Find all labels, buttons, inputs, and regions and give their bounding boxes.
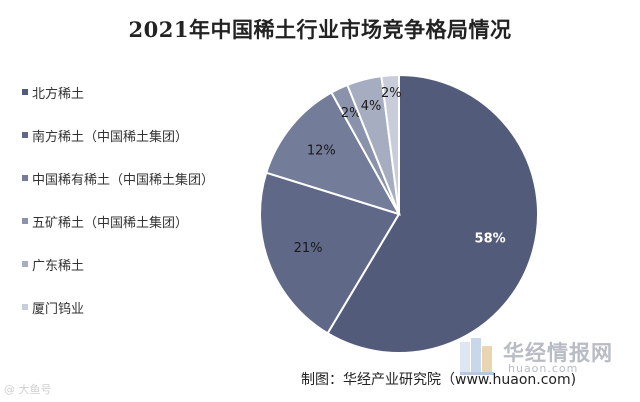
pie-data-label: 2% xyxy=(381,86,402,101)
chart-source-credit: 制图：华经产业研究院（www.huaon.com) xyxy=(301,372,577,388)
pie-data-label: 58% xyxy=(475,232,506,247)
brand-url: huaon.com xyxy=(508,362,579,375)
legend-swatch xyxy=(22,175,28,181)
pie-slice xyxy=(265,91,402,216)
legend-label: 五矿稀土（中国稀土集团） xyxy=(32,215,189,231)
pie-slice xyxy=(326,73,539,354)
pie-slice xyxy=(380,73,400,215)
pie-data-label: 12% xyxy=(307,143,336,158)
huaon-logo-icon xyxy=(460,338,494,375)
legend-swatch xyxy=(22,89,28,95)
pie-slice xyxy=(259,171,401,335)
legend-label: 厦门钨业 xyxy=(32,301,85,317)
platform-watermark: @ 大鱼号 xyxy=(4,383,52,396)
legend-item: 南方稀土（中国稀土集团） xyxy=(22,125,188,145)
legend-swatch xyxy=(22,132,28,138)
legend-item: 广东稀土 xyxy=(22,254,84,274)
legend-label: 北方稀土 xyxy=(32,86,85,102)
legend-label: 中国稀有稀土（中国稀土集团） xyxy=(32,172,215,188)
legend-label: 广东稀土 xyxy=(32,258,85,274)
legend-swatch xyxy=(22,261,28,267)
legend-item: 五矿稀土（中国稀土集团） xyxy=(22,211,188,231)
pie-data-label: 21% xyxy=(294,241,323,256)
legend-label: 南方稀土（中国稀土集团） xyxy=(32,129,189,145)
pie-data-label: 4% xyxy=(361,99,382,114)
brand-name: 华经情报网 xyxy=(503,341,613,365)
legend-item: 北方稀土 xyxy=(22,82,84,102)
chart-title: 2021年中国稀土行业市场竞争格局情况 xyxy=(128,17,512,42)
legend-item: 厦门钨业 xyxy=(22,297,84,317)
legend-item: 中国稀有稀土（中国稀土集团） xyxy=(22,168,214,188)
legend-swatch xyxy=(22,304,28,310)
legend-swatch xyxy=(22,218,28,224)
